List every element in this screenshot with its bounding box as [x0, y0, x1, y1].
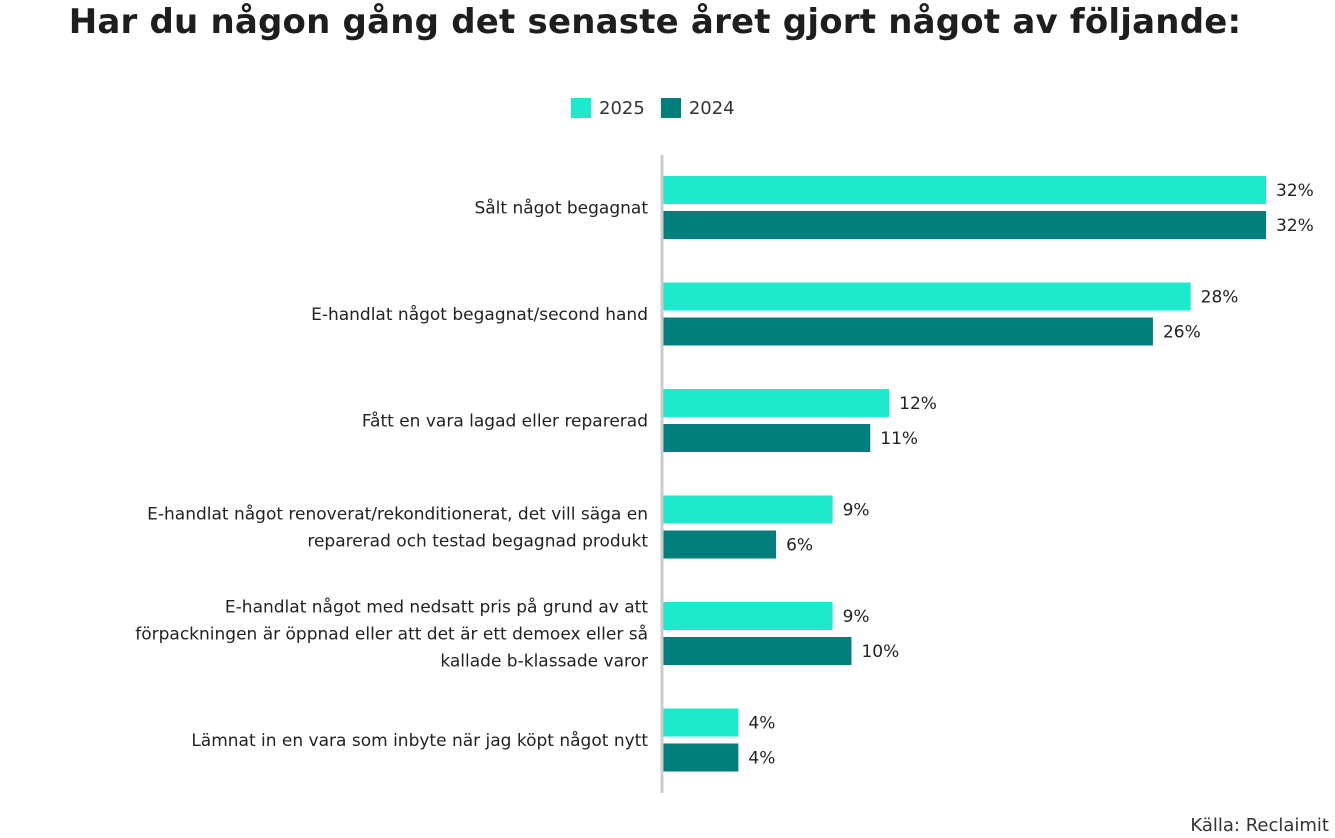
legend-label-2024: 2024 [688, 97, 735, 119]
bar-2024-5 [663, 743, 739, 772]
category-label-4-2: kallade b-klassade varor [440, 652, 648, 672]
value-label-2024-4: 10% [861, 642, 899, 662]
bar-2024-3 [663, 530, 777, 559]
bar-2024-1 [663, 317, 1153, 346]
legend-item-2024: 2024 [660, 97, 735, 119]
value-label-2024-1: 26% [1163, 323, 1201, 343]
category-label-3-0: E-handlat något renoverat/rekonditionera… [147, 504, 648, 525]
value-label-2025-1: 28% [1201, 288, 1239, 308]
value-label-2024-0: 32% [1276, 216, 1314, 236]
bar-2024-0 [663, 211, 1266, 239]
value-label-2025-5: 4% [748, 714, 775, 734]
bar-2025-4 [663, 602, 833, 630]
legend-swatch-2025 [571, 98, 591, 118]
category-label-3-1: reparerad och testad begagnad produkt [307, 532, 648, 552]
value-label-2024-3: 6% [786, 536, 813, 556]
chart-title: Har du någon gång det senaste året gjort… [68, 2, 1242, 42]
category-label-1-0: E-handlat något begagnat/second hand [311, 304, 648, 325]
legend-label-2025: 2025 [599, 97, 645, 119]
value-label-2025-0: 32% [1276, 181, 1314, 201]
legend: 2025 2024 [571, 96, 751, 120]
category-label-2-0: Fått en vara lagad eller reparerad [362, 411, 648, 432]
source-note: Källa: Reclaimit [1190, 815, 1329, 836]
value-label-2024-2: 11% [880, 429, 918, 449]
category-label-4-1: förpackningen är öppnad eller att det är… [135, 624, 648, 645]
value-label-2025-3: 9% [843, 501, 870, 521]
category-label-5-0: Lämnat in en vara som inbyte när jag köp… [191, 730, 648, 751]
bar-2025-1 [663, 282, 1191, 311]
bar-2025-5 [663, 708, 739, 737]
legend-swatch-2024 [660, 98, 681, 118]
value-label-2024-5: 4% [748, 749, 775, 769]
bar-2025-2 [663, 389, 890, 417]
bar-2024-4 [663, 637, 852, 665]
bar-2025-3 [663, 495, 833, 524]
category-label-4-0: E-handlat något med nedsatt pris på grun… [225, 597, 648, 618]
value-label-2025-4: 9% [843, 607, 870, 627]
category-label-0-0: Sålt något begagnat [474, 198, 648, 219]
bar-2025-0 [663, 176, 1266, 204]
value-label-2025-2: 12% [899, 394, 937, 414]
bar-2024-2 [663, 424, 871, 452]
legend-item-2025: 2025 [571, 98, 645, 119]
